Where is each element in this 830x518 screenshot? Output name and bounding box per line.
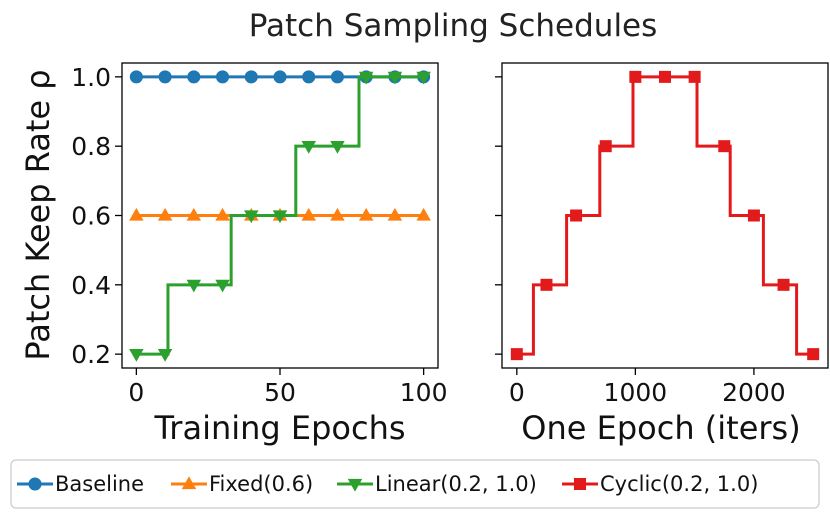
- series-line-cyclic-0-2-1-0: [516, 75, 814, 356]
- left-y-ticks: 0.2 0.4 0.6 0.8 1.0: [71, 63, 122, 369]
- data-point-linear-0-2-1-0: [387, 71, 403, 85]
- data-point-linear-0-2-1-0: [330, 141, 345, 154]
- data-point-baseline: [302, 70, 316, 84]
- data-point-linear-0-2-1-0: [186, 279, 202, 293]
- legend-label: Linear(0.2, 1.0): [375, 472, 537, 496]
- data-point-linear-0-2-1-0: [215, 279, 230, 293]
- data-point-cyclic-0-2-1-0: [688, 70, 701, 83]
- data-point-fixed-0-6: [215, 207, 230, 221]
- series-cyclic-0-2-1-0: [510, 70, 820, 361]
- legend-label: Baseline: [55, 472, 144, 496]
- legend-label: Cyclic(0.2, 1.0): [600, 472, 758, 496]
- legend-marker-icon: [181, 476, 197, 490]
- data-point-baseline: [187, 70, 201, 84]
- data-point-cyclic-0-2-1-0: [659, 70, 671, 83]
- data-point-baseline: [330, 70, 345, 84]
- y-tick-label: 0.6: [71, 202, 111, 231]
- data-point-fixed-0-6: [330, 207, 345, 221]
- data-point-cyclic-0-2-1-0: [777, 278, 790, 291]
- data-point-fixed-0-6: [416, 207, 431, 221]
- data-point-linear-0-2-1-0: [244, 210, 259, 224]
- data-point-fixed-0-6: [301, 207, 316, 221]
- data-point-cyclic-0-2-1-0: [510, 348, 523, 361]
- left-series: [129, 70, 431, 362]
- data-point-fixed-0-6: [129, 207, 144, 221]
- y-axis-label: Patch Keep Rate ρ: [19, 69, 57, 360]
- x-tick-label: 50: [264, 378, 296, 407]
- right-plot-frame: [501, 62, 829, 369]
- legend-entry-cyclic-0-2-1-0: Cyclic(0.2, 1.0): [562, 472, 758, 496]
- left-x-ticks: 0 50 100: [128, 368, 447, 407]
- left-panel: 0.2 0.4 0.6 0.8 1.0 0 50 100 Training Epochs: [71, 62, 447, 447]
- legend-label: Fixed(0.6): [209, 472, 313, 496]
- data-point-linear-0-2-1-0: [129, 349, 144, 362]
- legend-entry-baseline: Baseline: [17, 472, 144, 496]
- left-x-axis-label: Training Epochs: [153, 409, 405, 447]
- series-line-linear-0-2-1-0: [136, 75, 424, 356]
- data-point-linear-0-2-1-0: [358, 71, 374, 85]
- y-tick-label: 0.4: [71, 271, 111, 300]
- right-y-ticks: [495, 76, 502, 355]
- x-tick-label: 0: [128, 378, 144, 407]
- legend-entry-fixed-0-6: Fixed(0.6): [171, 472, 313, 496]
- chart-title: Patch Sampling Schedules: [249, 8, 658, 44]
- right-series: [510, 70, 820, 361]
- data-point-cyclic-0-2-1-0: [540, 278, 553, 291]
- data-point-cyclic-0-2-1-0: [747, 209, 760, 222]
- data-point-linear-0-2-1-0: [301, 141, 316, 154]
- data-point-cyclic-0-2-1-0: [718, 140, 731, 153]
- data-point-baseline: [244, 70, 258, 84]
- data-point-cyclic-0-2-1-0: [599, 140, 612, 153]
- x-tick-label: 100: [400, 378, 448, 407]
- y-tick-label: 1.0: [71, 63, 111, 92]
- legend-entries: Baseline Fixed(0.6) Linear(0.2, 1.0) Cyclic…: [17, 472, 758, 496]
- data-point-baseline: [129, 70, 143, 84]
- y-tick-label: 0.2: [71, 340, 111, 369]
- series-linear-0-2-1-0: [129, 71, 431, 362]
- data-point-fixed-0-6: [387, 207, 403, 221]
- data-point-baseline: [158, 70, 172, 84]
- data-point-baseline: [215, 70, 230, 84]
- data-point-linear-0-2-1-0: [416, 71, 431, 85]
- right-panel: 0 1000 2000 One Epoch (iters): [495, 62, 829, 447]
- x-tick-label: 0: [509, 378, 525, 407]
- data-point-fixed-0-6: [157, 207, 173, 221]
- data-point-cyclic-0-2-1-0: [807, 348, 820, 361]
- data-point-linear-0-2-1-0: [272, 210, 288, 224]
- data-point-cyclic-0-2-1-0: [570, 209, 583, 222]
- legend-entry-linear-0-2-1-0: Linear(0.2, 1.0): [337, 472, 537, 496]
- legend: Baseline Fixed(0.6) Linear(0.2, 1.0) Cyclic…: [10, 459, 820, 509]
- right-x-ticks: 0 1000 2000: [509, 368, 786, 407]
- data-point-linear-0-2-1-0: [157, 349, 173, 362]
- data-point-baseline: [273, 70, 287, 84]
- data-point-cyclic-0-2-1-0: [629, 70, 642, 83]
- data-point-fixed-0-6: [358, 207, 374, 221]
- legend-marker-icon: [347, 478, 363, 492]
- legend-box: [10, 459, 820, 509]
- data-point-fixed-0-6: [186, 207, 202, 221]
- right-x-axis-label: One Epoch (iters): [521, 409, 800, 447]
- legend-marker-icon: [574, 478, 586, 490]
- legend-marker-icon: [28, 477, 42, 491]
- x-tick-label: 2000: [722, 378, 786, 407]
- y-tick-label: 0.8: [71, 132, 111, 161]
- x-tick-label: 1000: [604, 378, 668, 407]
